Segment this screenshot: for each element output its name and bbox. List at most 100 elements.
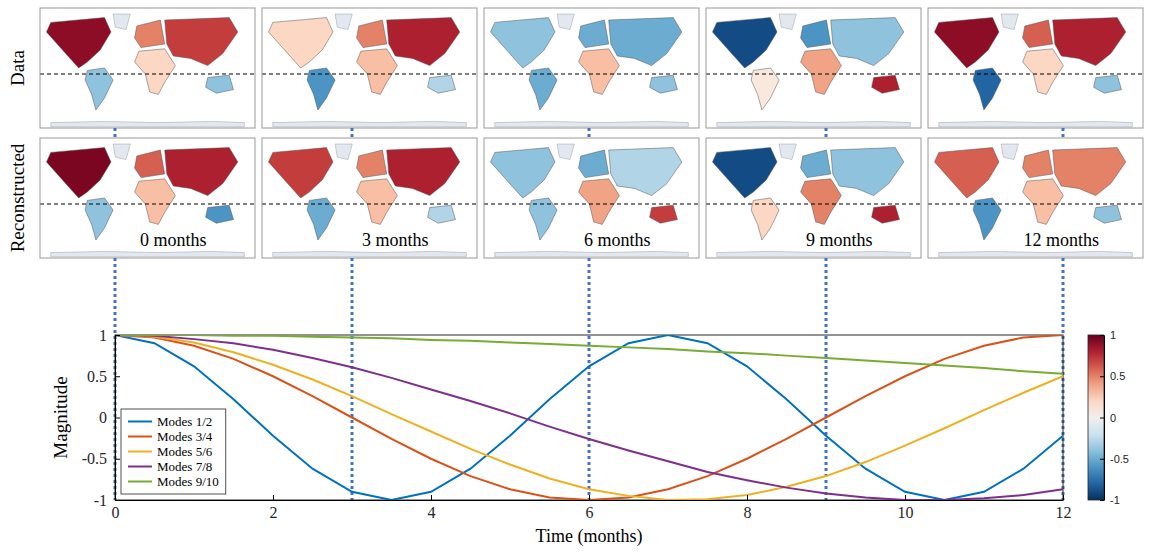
y-axis: -1-0.500.51: [82, 327, 120, 509]
x-axis-line: [116, 500, 1064, 501]
x-tick-mark: [431, 495, 432, 500]
panel-label: 12 months: [1024, 230, 1100, 250]
map-regions: [47, 144, 245, 257]
map-region: [579, 20, 609, 48]
map-region: [357, 179, 398, 225]
map-region: [801, 20, 831, 48]
y-tick-mark: [115, 500, 120, 501]
map-background: [928, 138, 1143, 258]
legend-label: Modes 7/8: [157, 459, 212, 474]
x-tick-mark: [273, 495, 274, 500]
series-line: [115, 335, 1063, 500]
map-region: [650, 75, 678, 93]
map-region: [650, 205, 678, 223]
x-tick: 4: [428, 495, 436, 521]
map-frame: [484, 138, 699, 258]
map-land: [51, 121, 245, 126]
map-region: [491, 148, 556, 198]
map-region: [801, 150, 831, 178]
map-region: [831, 18, 904, 66]
x-tick-label: 10: [898, 504, 914, 521]
panel-label: 6 months: [584, 230, 651, 250]
x-tick-mark: [747, 495, 748, 500]
map-background: [40, 8, 255, 128]
panel-label: 9 months: [806, 230, 873, 250]
map-region: [579, 179, 620, 225]
equator: [928, 74, 1143, 75]
map-region: [1094, 205, 1122, 223]
map-land: [1001, 14, 1018, 30]
x-tick-label: 4: [428, 504, 436, 521]
colorbar-tick-label: -1: [1110, 494, 1120, 506]
legend-swatch: [128, 466, 152, 468]
colorbar-tick: 0: [1100, 412, 1116, 424]
map-region: [357, 20, 387, 48]
y-tick-label: 0.5: [87, 368, 107, 385]
map-panel: 6 months: [484, 138, 699, 258]
map-region: [579, 150, 609, 178]
map-background: [262, 138, 477, 258]
x-axis-title: Time (months): [536, 526, 643, 547]
map-frame: [262, 138, 477, 258]
legend-swatch: [128, 481, 152, 483]
x-tick: 2: [270, 495, 278, 521]
map-frame: [40, 8, 255, 128]
x-tick-label: 2: [270, 504, 278, 521]
map-regions: [269, 14, 467, 127]
map-regions: [491, 144, 689, 257]
map-land: [273, 251, 467, 256]
y-tick-mark: [115, 376, 120, 377]
map-region: [428, 205, 456, 223]
map-region: [801, 179, 842, 225]
map-regions: [713, 144, 911, 257]
y-tick: -0.5: [82, 450, 120, 467]
time-marker: [114, 258, 117, 500]
map-region: [872, 75, 900, 93]
map-background: [40, 138, 255, 258]
map-background: [706, 138, 921, 258]
panel-label: 0 months: [140, 230, 207, 250]
colorbar-tick-label: 1: [1110, 329, 1116, 341]
equator: [262, 74, 477, 75]
equator: [706, 204, 921, 205]
equator: [484, 74, 699, 75]
map-frame: [484, 8, 699, 128]
map-land: [335, 14, 352, 30]
time-marker: [351, 128, 354, 138]
legend-label: Modes 9/10: [157, 474, 219, 489]
x-tick-label: 12: [1056, 504, 1072, 521]
map-region: [935, 18, 1000, 68]
map-land: [717, 121, 911, 126]
map-panel: [262, 8, 477, 128]
map-panel: 12 months: [928, 138, 1143, 258]
series-line: [115, 335, 1063, 500]
colorbar-axis: -1-0.500.51: [1100, 329, 1129, 506]
time-marker: [825, 258, 828, 500]
time-marker: [588, 258, 591, 500]
map-land: [717, 251, 911, 256]
map-land: [495, 121, 689, 126]
legend-box: [121, 409, 226, 494]
x-tick: 12: [1056, 495, 1072, 521]
y-axis-title: Magnitude: [50, 376, 71, 458]
equator: [928, 204, 1143, 205]
map-land: [557, 14, 574, 30]
colorbar-tick-label: 0: [1110, 412, 1116, 424]
legend-swatch: [128, 421, 152, 423]
x-tick-mark: [1063, 495, 1064, 500]
map-region: [1094, 75, 1122, 93]
time-marker: [1062, 128, 1065, 138]
map-region: [387, 18, 460, 66]
colorbar-tick-mark: [1100, 376, 1104, 377]
y-tick-label: -1: [94, 492, 107, 509]
map-land: [335, 144, 352, 160]
colorbar-tick: 0.5: [1100, 370, 1125, 382]
equator: [40, 204, 255, 205]
map-region: [47, 18, 112, 68]
map-panel: [706, 8, 921, 128]
map-region: [1023, 49, 1064, 95]
legend-swatch: [128, 451, 152, 453]
map-region: [135, 20, 165, 48]
row-label: Data: [7, 50, 28, 86]
equator: [484, 204, 699, 205]
